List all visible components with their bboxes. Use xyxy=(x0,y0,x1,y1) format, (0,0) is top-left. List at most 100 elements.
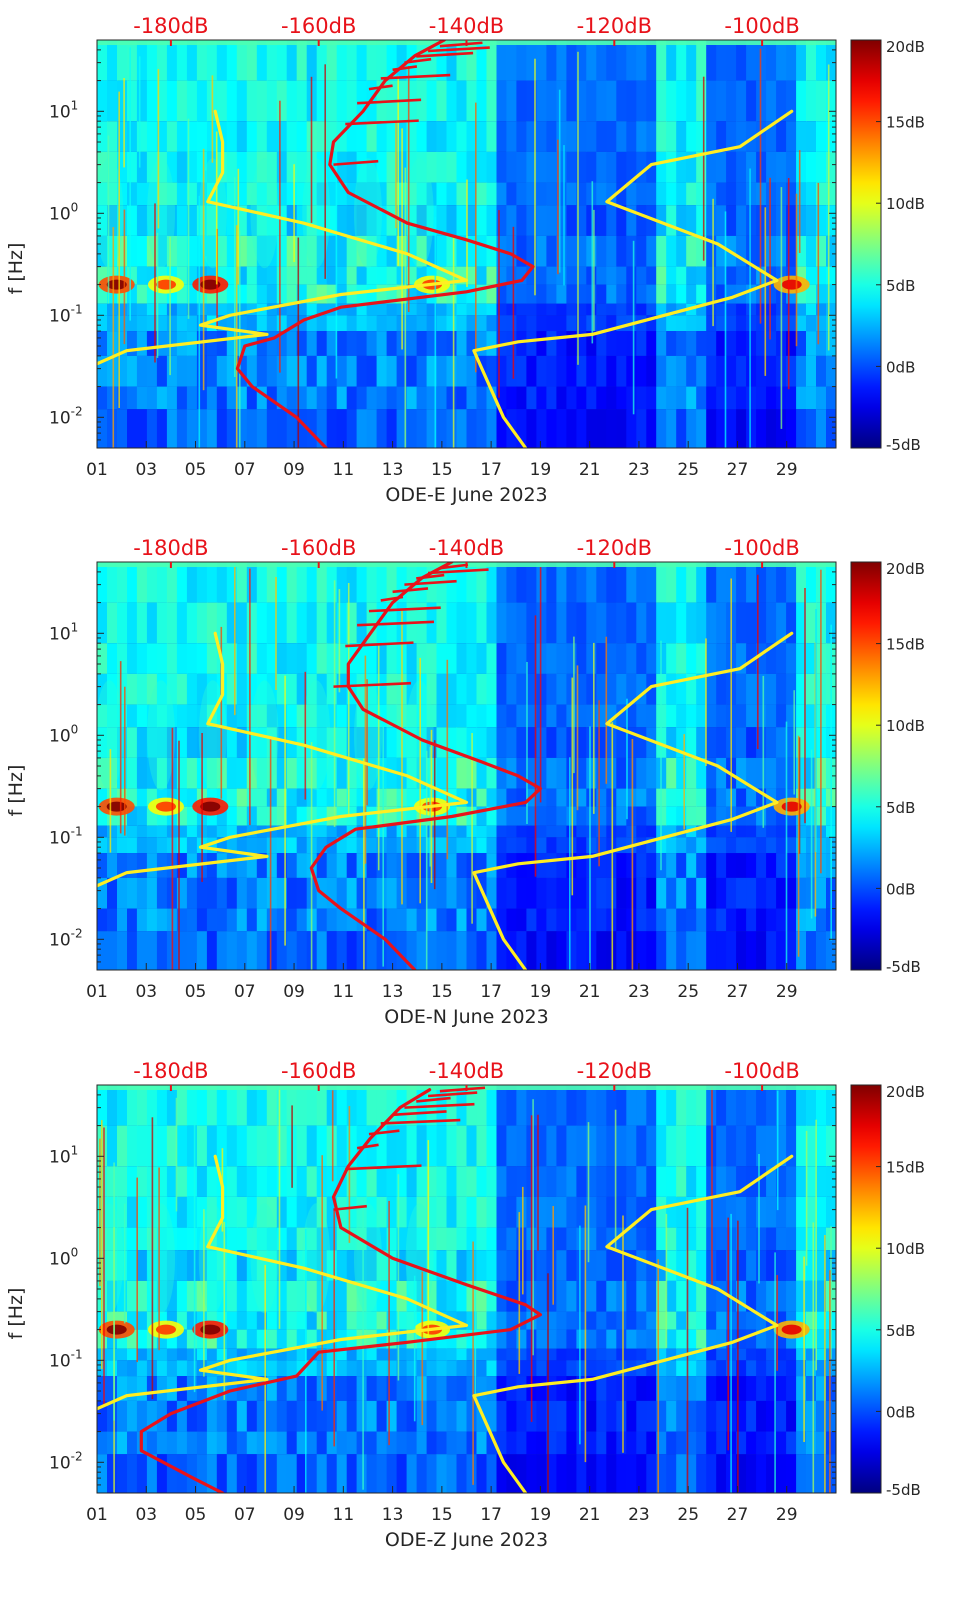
x-tick-label: 25 xyxy=(677,982,699,1002)
y-tick-label: 100 xyxy=(49,200,78,224)
top-db-label: -180dB xyxy=(133,14,208,38)
x-tick-label: 13 xyxy=(382,1505,404,1525)
spectrogram-image xyxy=(97,1085,836,1493)
x-tick-label: 17 xyxy=(480,982,502,1002)
x-tick-label: 07 xyxy=(234,1505,256,1525)
top-db-label: -160dB xyxy=(281,1059,356,1083)
x-tick-label: 03 xyxy=(135,1505,157,1525)
red-curve-detail xyxy=(356,1143,379,1150)
x-tick-label: 23 xyxy=(628,460,650,480)
colorbar-tick-label: 5dB xyxy=(886,277,915,295)
red-curve-detail xyxy=(392,1110,447,1117)
x-tick-label: 27 xyxy=(727,982,749,1002)
colorbar-tick-label: 5dB xyxy=(886,799,915,817)
top-db-label: -180dB xyxy=(133,1059,208,1083)
colorbar-tick-label: 10dB xyxy=(886,717,925,735)
panel-ode-e: 10-2 10-1 100 101 01 03 05 07 09 11 13 15 17 19 21 23 25… xyxy=(5,14,925,506)
red-curve-detail xyxy=(368,606,441,613)
red-curve-detail xyxy=(333,681,411,688)
x-tick-label: 27 xyxy=(727,1505,749,1525)
y-tick-label: 101 xyxy=(49,620,78,644)
x-tick-label: 13 xyxy=(382,460,404,480)
x-tick-label: 29 xyxy=(776,460,798,480)
colorbar-frame xyxy=(850,39,882,449)
x-tick-label: 21 xyxy=(579,982,601,1002)
x-tick-label: 11 xyxy=(333,460,355,480)
colorbar-tick-label: 10dB xyxy=(886,195,925,213)
x-axis-label: ODE-E June 2023 xyxy=(385,484,547,506)
y-tick-label: 100 xyxy=(49,1245,78,1269)
top-db-label: -100dB xyxy=(724,14,799,38)
x-tick-label: 01 xyxy=(86,460,108,480)
red-curve-detail xyxy=(392,587,429,594)
colorbar-tick-label: 20dB xyxy=(886,560,925,578)
yellow-curve-1 xyxy=(97,109,469,366)
y-tick-label: 10-1 xyxy=(49,1347,83,1371)
yellow-curve-1 xyxy=(97,1154,469,1411)
top-db-label: -100dB xyxy=(724,536,799,560)
red-curve-detail xyxy=(416,51,474,58)
yellow-curve-1 xyxy=(97,631,469,888)
red-curve-detail xyxy=(357,98,422,105)
x-tick-label: 03 xyxy=(135,982,157,1002)
red-curve-detail xyxy=(404,1102,475,1109)
colorbar-tick-label: 15dB xyxy=(886,636,925,654)
yellow-curve-2 xyxy=(472,109,794,448)
x-tick-label: 17 xyxy=(480,460,502,480)
y-tick-label: 10-1 xyxy=(49,824,83,848)
colorbar-tick-label: 10dB xyxy=(886,1240,925,1258)
yellow-curve-2 xyxy=(472,1154,794,1493)
x-tick-label: 01 xyxy=(86,982,108,1002)
x-tick-label: 13 xyxy=(382,982,404,1002)
colorbar-tick-label: -5dB xyxy=(886,958,921,976)
red-curve-detail xyxy=(368,1129,400,1136)
colorbar-tick-label: -5dB xyxy=(886,436,921,454)
red-curve-detail xyxy=(392,65,418,72)
x-tick-label: 15 xyxy=(431,1505,453,1525)
colorbar-tick-label: 0dB xyxy=(886,880,915,898)
x-tick-label: 25 xyxy=(677,1505,699,1525)
red-curve-detail xyxy=(416,573,445,580)
x-tick-label: 15 xyxy=(431,460,453,480)
x-tick-label: 21 xyxy=(579,1505,601,1525)
x-tick-label: 05 xyxy=(185,460,207,480)
spectrogram-image xyxy=(97,562,836,970)
red-curve-detail xyxy=(427,1091,478,1098)
x-tick-label: 01 xyxy=(86,1505,108,1525)
x-tick-label: 07 xyxy=(234,460,256,480)
top-db-label: -140dB xyxy=(429,1059,504,1083)
x-tick-label: 03 xyxy=(135,460,157,480)
y-axis-label: f [Hz] xyxy=(5,1288,27,1340)
red-curve-detail xyxy=(439,563,469,570)
x-tick-label: 21 xyxy=(579,460,601,480)
x-tick-label: 09 xyxy=(283,982,305,1002)
red-curve-detail xyxy=(428,46,490,53)
top-db-label: -140dB xyxy=(429,536,504,560)
red-curve xyxy=(235,40,535,448)
red-curve-detail xyxy=(380,595,404,602)
colorbar-tick-label: -5dB xyxy=(886,1481,921,1499)
colorbar xyxy=(851,1085,881,1493)
x-tick-label: 23 xyxy=(628,982,650,1002)
red-curve-detail xyxy=(416,1096,451,1103)
x-tick-label: 17 xyxy=(480,1505,502,1525)
y-tick-label: 10-2 xyxy=(49,1449,83,1473)
top-db-label: -120dB xyxy=(577,536,652,560)
top-db-label: -120dB xyxy=(577,1059,652,1083)
colorbar-frame xyxy=(850,561,882,971)
red-curve-detail xyxy=(380,1118,461,1125)
top-db-label: -160dB xyxy=(281,536,356,560)
red-curve-detail xyxy=(345,1164,422,1171)
x-axis-label: ODE-N June 2023 xyxy=(384,1006,548,1028)
x-tick-label: 09 xyxy=(283,460,305,480)
x-tick-label: 05 xyxy=(185,1505,207,1525)
red-curve-detail xyxy=(439,41,483,48)
x-tick-label: 15 xyxy=(431,982,453,1002)
y-tick-label: 10-2 xyxy=(49,404,83,428)
colorbar-tick-label: 0dB xyxy=(886,358,915,376)
colorbar-frame xyxy=(850,1084,882,1494)
colorbar-tick-label: 15dB xyxy=(886,114,925,132)
red-curve-detail xyxy=(404,57,432,64)
panel-ode-z: 10-2 10-1 100 101 01 03 05 07 09 11 13 15 17 19 21 23 25… xyxy=(5,1059,925,1551)
colorbar-tick-label: 0dB xyxy=(886,1403,915,1421)
